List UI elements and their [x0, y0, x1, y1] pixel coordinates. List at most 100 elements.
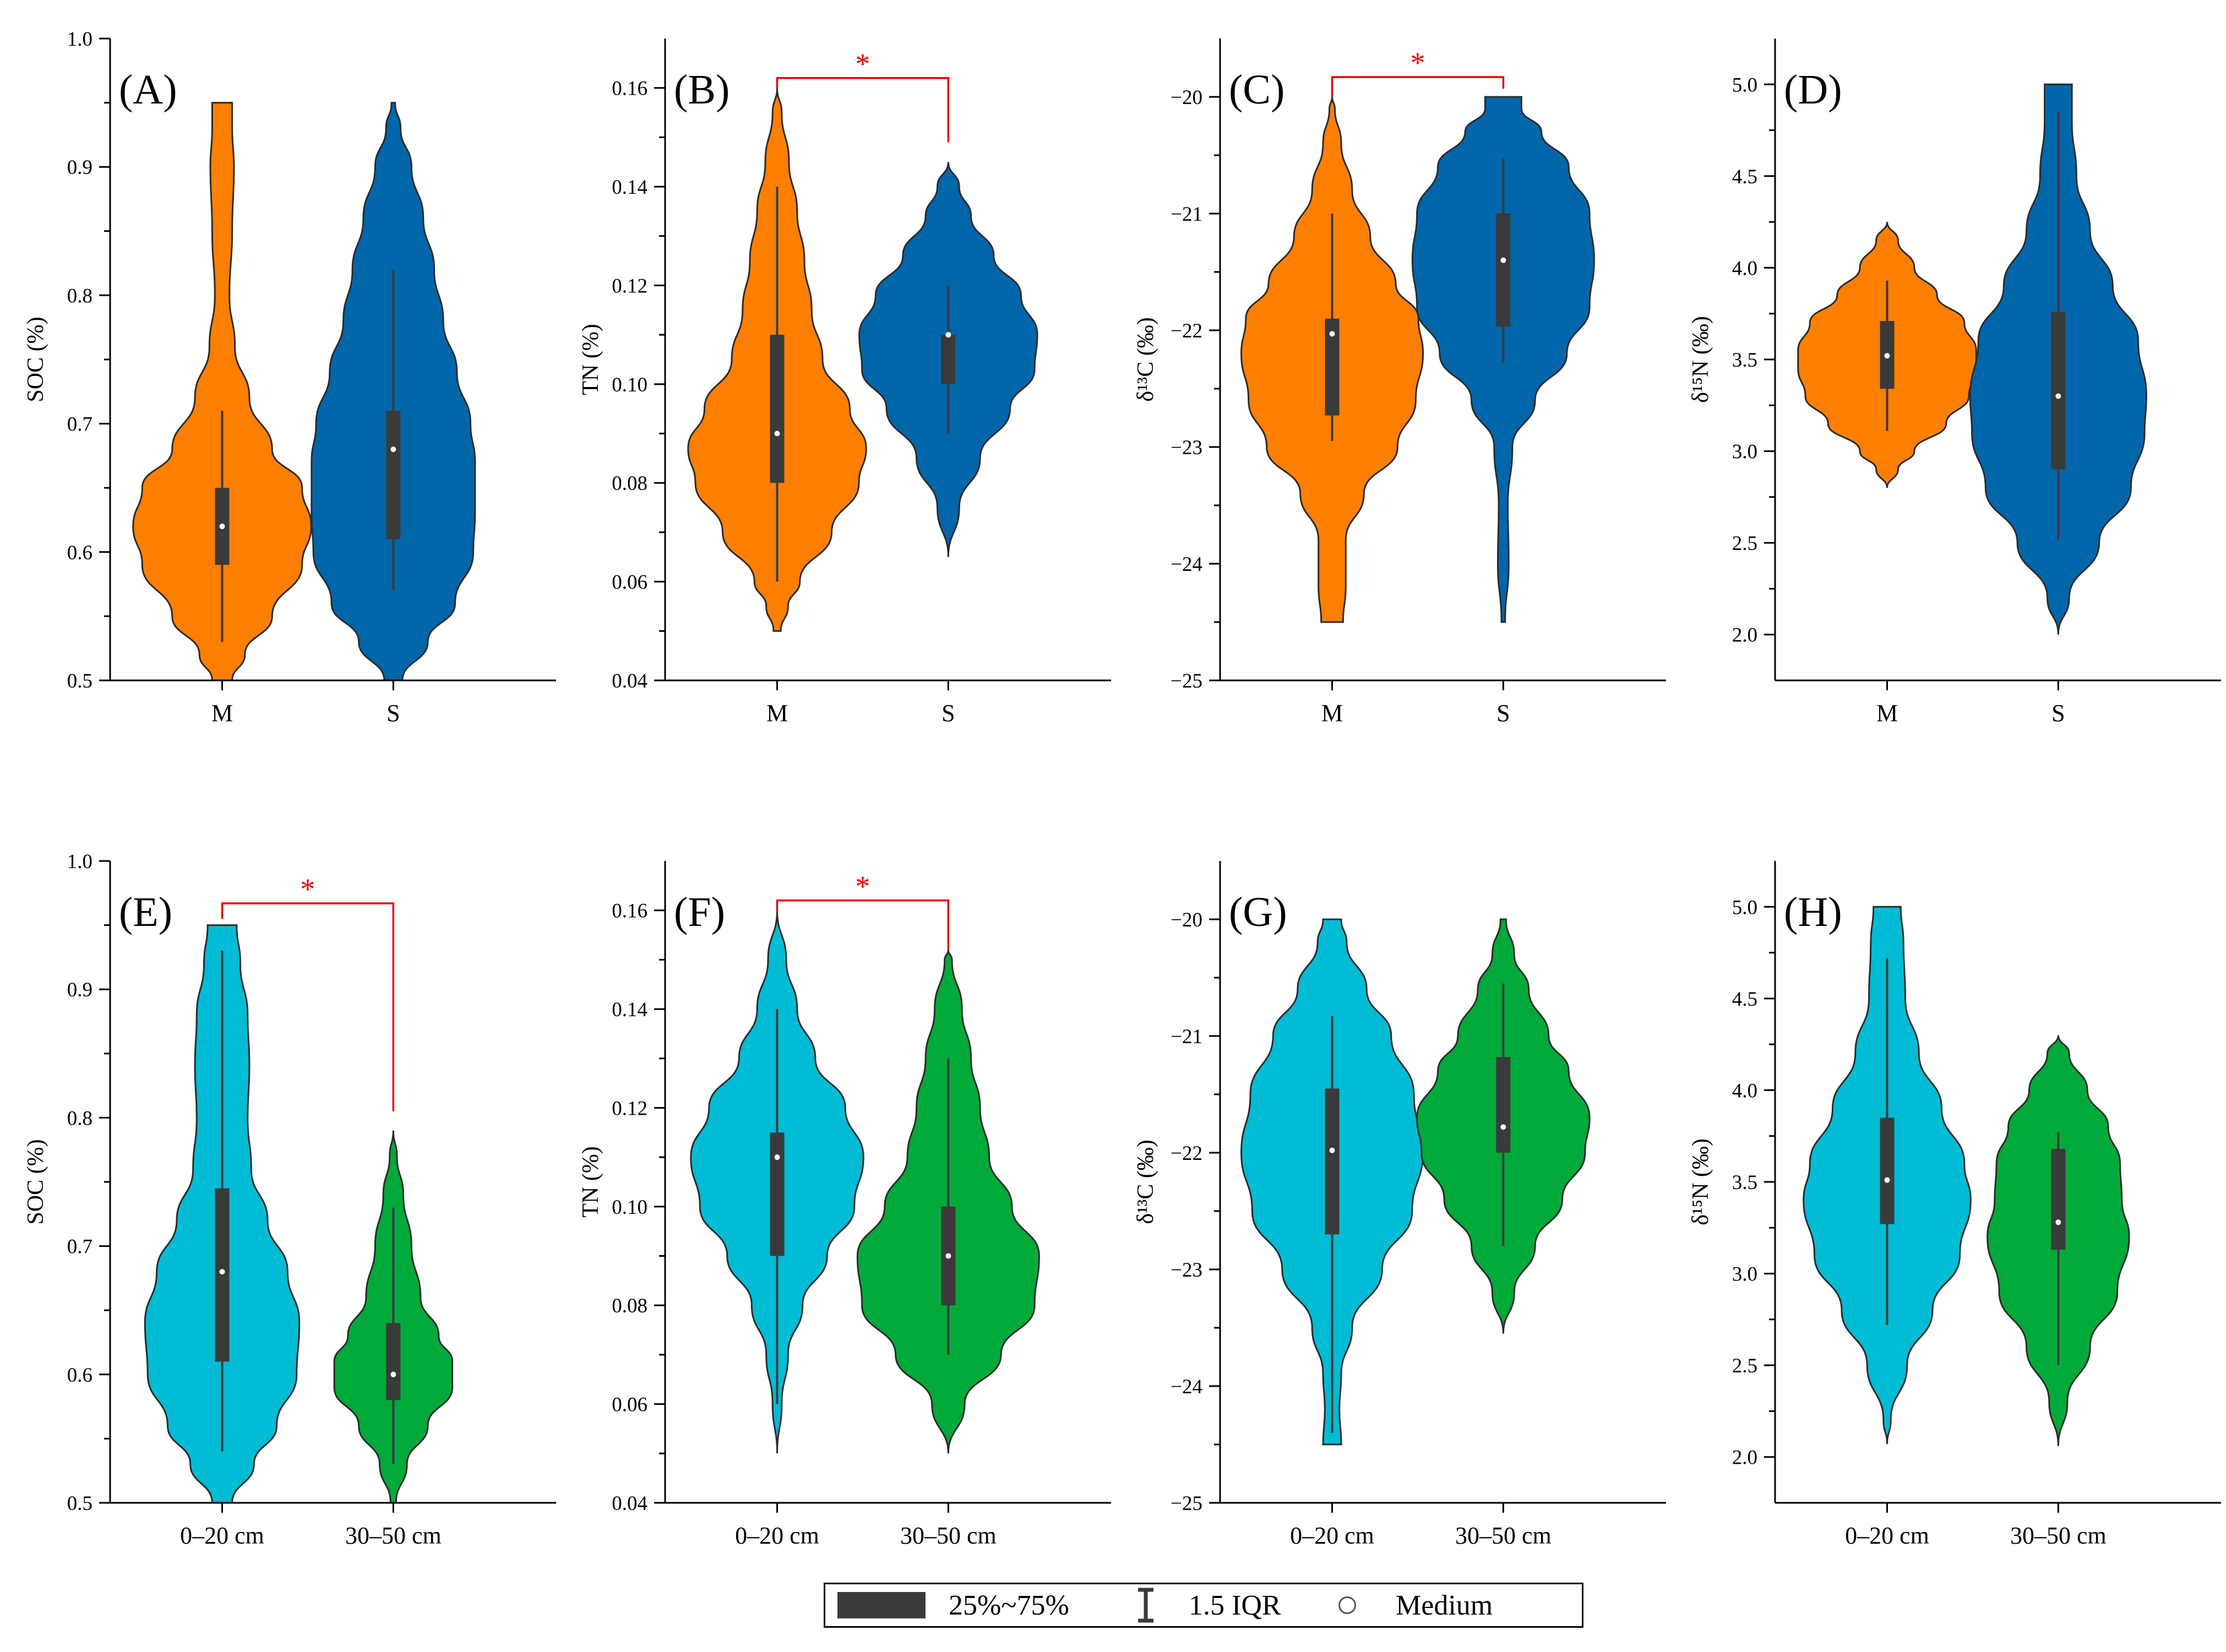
y-tick-label: 3.5 — [1732, 349, 1757, 372]
y-axis-title: SOC (%) — [23, 317, 48, 402]
significance-star: * — [300, 873, 315, 906]
iqr-box — [2051, 312, 2066, 470]
y-tick-label: −24 — [1171, 553, 1202, 576]
median-point — [219, 1269, 225, 1275]
significance-star: * — [1410, 46, 1425, 79]
y-axis-title: δ¹⁵N (‰) — [1688, 316, 1713, 403]
x-category-label: S — [387, 700, 400, 727]
y-tick-label: 0.12 — [612, 275, 647, 297]
y-axis-title: δ¹³C (‰) — [1133, 1140, 1158, 1224]
median-point — [2055, 393, 2061, 399]
y-tick-label: 0.7 — [67, 1236, 92, 1258]
x-category-label: 30–50 cm — [900, 1522, 997, 1549]
y-tick-label: 0.6 — [67, 1364, 92, 1387]
iqr-box — [941, 335, 956, 384]
y-tick-label: 2.5 — [1732, 532, 1757, 555]
median-point — [2055, 1219, 2061, 1225]
y-tick-label: 0.14 — [612, 999, 647, 1021]
violin-a-1 — [132, 102, 312, 681]
x-category-label: 30–50 cm — [2010, 1522, 2107, 1549]
y-tick-label: −21 — [1171, 203, 1202, 226]
y-tick-label: 0.8 — [67, 1107, 92, 1130]
y-axis-title: SOC (%) — [23, 1139, 48, 1224]
iqr-box — [770, 1132, 785, 1256]
panel-h: 2.0 2.5 3.0 3.5 4.0 4.5 5.0 0–20 cm 30–50 cm δ¹⁵N… — [1688, 861, 2221, 1549]
x-category-label: 0–20 cm — [180, 1522, 264, 1549]
iqr-box — [1325, 1088, 1340, 1235]
y-tick-label: −20 — [1171, 86, 1202, 109]
legend-box-label: 25%~75% — [949, 1589, 1069, 1621]
x-category-label: 30–50 cm — [345, 1522, 442, 1549]
median-point — [774, 430, 780, 437]
x-category-label: M — [766, 700, 788, 727]
panel-label: (E) — [119, 889, 172, 935]
y-tick-label: 0.9 — [67, 979, 92, 1001]
median-point — [1884, 1177, 1890, 1183]
legend-whisker-icon — [1138, 1588, 1153, 1623]
y-tick-label: −23 — [1171, 437, 1202, 459]
significance-bracket — [776, 899, 950, 950]
y-tick-label: 0.16 — [612, 900, 647, 923]
y-tick-label: 3.0 — [1732, 441, 1757, 464]
significance-bracket — [221, 902, 395, 1111]
median-point — [390, 446, 396, 452]
y-axis-title: δ¹³C (‰) — [1133, 317, 1158, 401]
median-point — [1500, 257, 1506, 263]
legend-median-icon — [1338, 1596, 1356, 1614]
legend-median-label: Medium — [1396, 1589, 1493, 1621]
iqr-box — [386, 411, 401, 539]
y-tick-label: 0.08 — [612, 1295, 647, 1317]
y-tick-label: 5.0 — [1732, 896, 1757, 919]
y-tick-label: 4.5 — [1732, 988, 1757, 1011]
median-point — [945, 332, 951, 338]
y-tick-label: 3.0 — [1732, 1263, 1757, 1286]
x-category-label: M — [211, 700, 233, 727]
x-category-label: 0–20 cm — [1845, 1522, 1929, 1549]
median-point — [945, 1253, 951, 1259]
panel-g: −25 −24 −23 −22 −21 −20 0–20 cm 30–50 cm δ¹³C (‰… — [1133, 861, 1666, 1549]
significance-bracket — [776, 77, 950, 143]
y-tick-label: 0.10 — [612, 1196, 647, 1219]
y-tick-label: −23 — [1171, 1259, 1202, 1282]
y-tick-label: 1.0 — [67, 850, 92, 873]
y-tick-label: −22 — [1171, 320, 1202, 342]
panel-label: (G) — [1229, 889, 1287, 935]
panel-b: 0.04 0.06 0.08 0.10 0.12 0.14 0.16 M S TN (%) (B) * — [578, 39, 1111, 727]
y-tick-label: 2.0 — [1732, 1447, 1757, 1469]
y-tick-label: −22 — [1171, 1142, 1202, 1165]
y-axis-title: δ¹⁵N (‰) — [1688, 1138, 1713, 1225]
y-tick-label: 0.04 — [612, 1492, 647, 1515]
x-category-label: S — [2051, 700, 2065, 727]
y-tick-label: 3.5 — [1732, 1171, 1757, 1194]
y-tick-label: 0.16 — [612, 78, 647, 100]
iqr-box — [2051, 1149, 2066, 1250]
y-tick-label: 0.08 — [612, 472, 647, 495]
y-tick-label: −24 — [1171, 1376, 1202, 1398]
y-tick-label: 5.0 — [1732, 74, 1757, 96]
y-tick-label: 4.0 — [1732, 1079, 1757, 1102]
significance-star: * — [855, 47, 870, 80]
panel-a: 0.5 0.6 0.7 0.8 0.9 1.0 M S SOC (%) (A) — [23, 28, 556, 727]
median-point — [1329, 331, 1335, 337]
iqr-box — [1496, 214, 1511, 327]
y-tick-label: −25 — [1171, 1492, 1202, 1515]
y-tick-label: 1.0 — [67, 28, 92, 51]
panel-label: (F) — [674, 889, 725, 935]
median-point — [1500, 1124, 1506, 1130]
panel-label: (A) — [119, 67, 177, 113]
panel-label: (C) — [1229, 67, 1285, 113]
y-tick-label: 0.8 — [67, 285, 92, 307]
y-tick-label: 0.5 — [67, 670, 92, 693]
x-category-label: M — [1876, 700, 1898, 727]
iqr-box — [770, 335, 785, 483]
y-tick-label: 0.7 — [67, 413, 92, 436]
iqr-box — [1496, 1057, 1511, 1153]
y-tick-label: 0.14 — [612, 176, 647, 199]
y-tick-label: 2.0 — [1732, 624, 1757, 647]
y-tick-label: 4.0 — [1732, 257, 1757, 280]
y-tick-label: 0.6 — [67, 542, 92, 564]
median-point — [219, 524, 225, 530]
significance-bracket — [1331, 76, 1505, 97]
